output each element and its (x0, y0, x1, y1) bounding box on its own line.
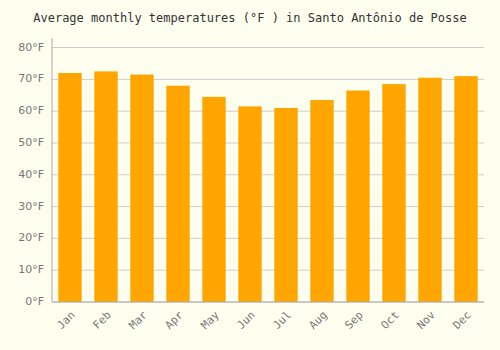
x-tick-label: Nov (415, 308, 439, 332)
x-tick-label: Dec (451, 309, 474, 332)
grid-line (52, 302, 484, 303)
y-tick-label: 0°F (25, 295, 44, 308)
bar (166, 86, 189, 302)
bar (310, 100, 333, 302)
y-tick-label: 60°F (18, 104, 44, 117)
grid (52, 48, 484, 302)
bar (346, 90, 369, 302)
title: Average monthly temperatures (°F ) in Sa… (33, 11, 466, 25)
y-tick-label: 80°F (18, 41, 44, 54)
x-tick-label: Aug (307, 309, 330, 332)
chart-svg: 0°F 10°F 20°F 30°F 40°F 50°F 60°F 70°F 80°F Jan Fe… (0, 0, 500, 350)
bar (418, 78, 441, 302)
y-axis-line (52, 38, 53, 302)
x-tick-label: Jul (271, 309, 294, 332)
y-tick-label: 20°F (18, 231, 44, 244)
bar (454, 76, 477, 302)
bar (130, 75, 153, 302)
x-tick-label: Sep (343, 309, 366, 332)
x-tick-label: Oct (379, 309, 402, 332)
bar (58, 73, 81, 302)
background (0, 0, 500, 350)
x-ticks: Jan Feb Mar Apr May Jun Jul Aug Sep Oct Nov Dec (55, 308, 474, 332)
x-tick-label: Feb (91, 309, 114, 332)
x-tick-label: May (199, 308, 223, 332)
y-tick-label: 40°F (18, 168, 44, 181)
x-tick-label: Jan (55, 309, 78, 332)
bar (202, 97, 225, 302)
y-tick-label: 50°F (18, 136, 44, 149)
bar (382, 84, 405, 302)
bars (58, 71, 477, 302)
y-ticks: 0°F 10°F 20°F 30°F 40°F 50°F 60°F 70°F 80°F (18, 41, 44, 308)
bar (274, 108, 297, 302)
y-tick-label: 30°F (18, 200, 44, 213)
y-tick-label: 10°F (18, 263, 44, 276)
x-tick-label: Mar (127, 308, 151, 332)
x-tick-label: Apr (163, 308, 187, 332)
x-tick-label: Jun (235, 309, 258, 332)
chart-container: 0°F 10°F 20°F 30°F 40°F 50°F 60°F 70°F 80°F Jan Fe… (0, 0, 500, 350)
x-axis-line (52, 302, 484, 303)
grid-line (52, 47, 484, 48)
bar (94, 71, 117, 302)
bar (238, 106, 261, 302)
y-tick-label: 70°F (18, 72, 44, 85)
